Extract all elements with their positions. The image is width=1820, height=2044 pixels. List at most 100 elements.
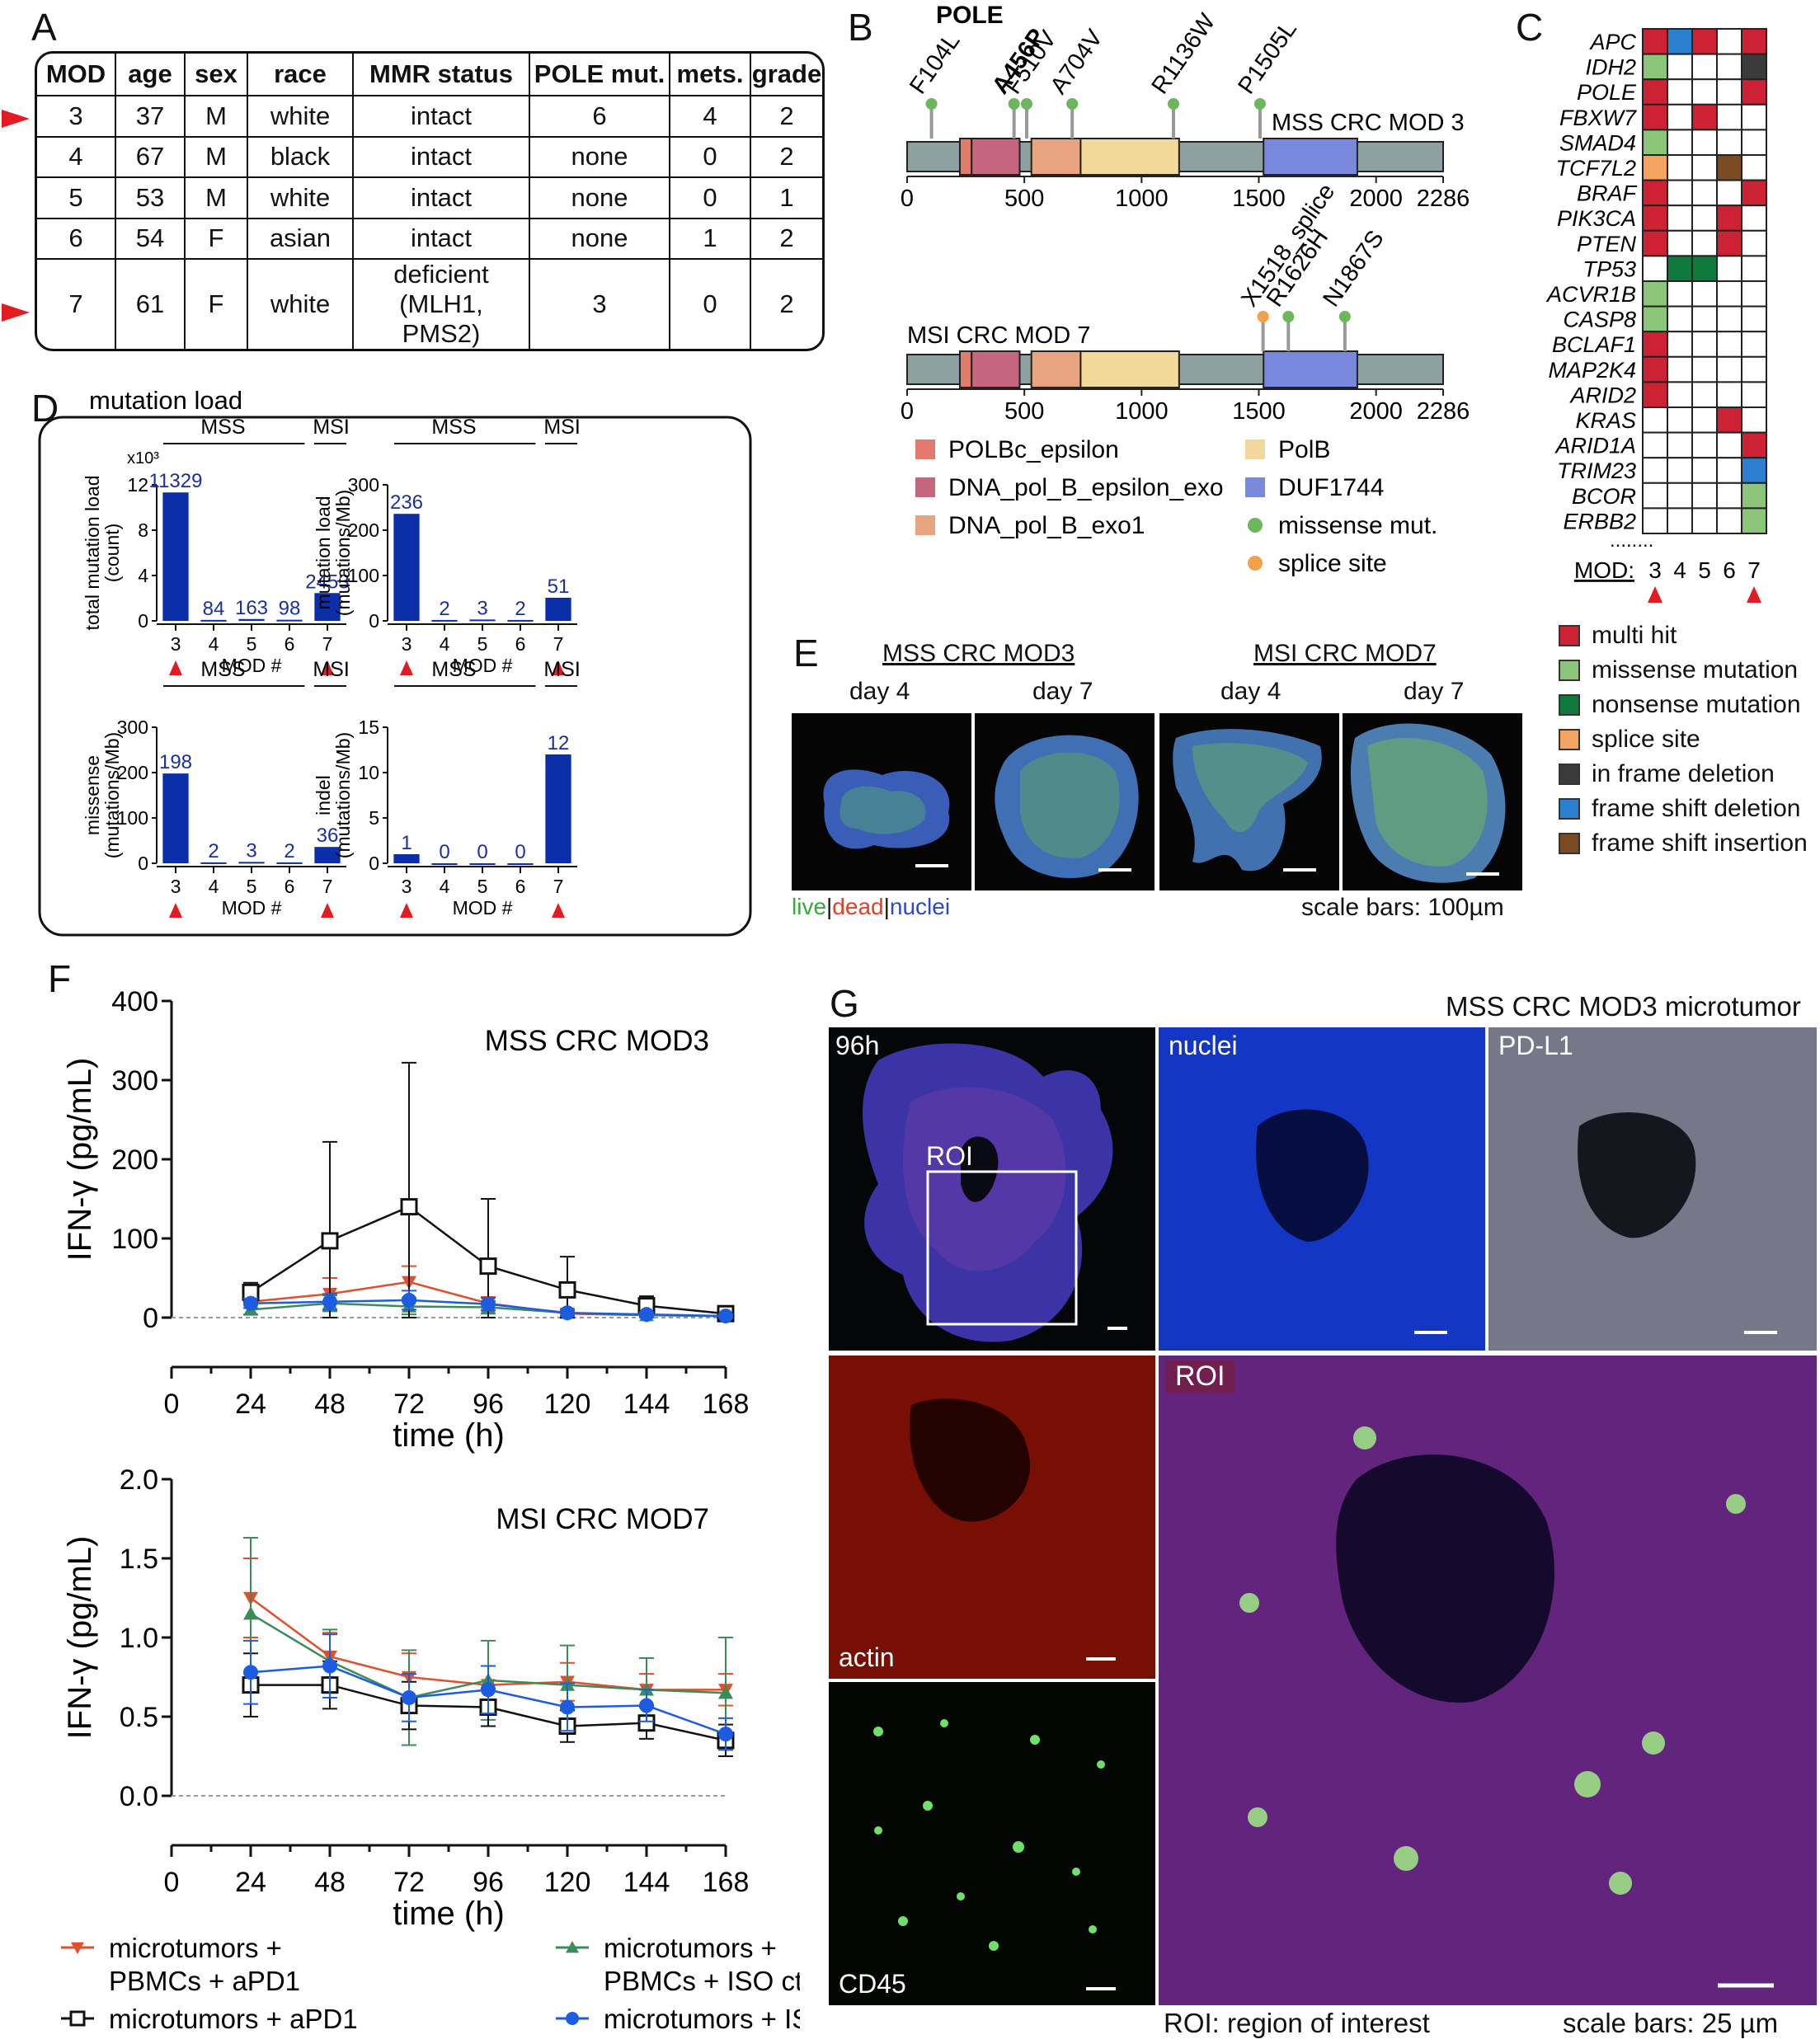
y-tick-label: 0 — [138, 853, 148, 874]
bar — [314, 847, 341, 863]
legend-label: frame shift insertion — [1592, 829, 1808, 857]
legend-label: multi hit — [1592, 622, 1677, 649]
bar-value-label: 2453 — [305, 571, 349, 593]
tile-label-96h: 96h — [835, 1031, 880, 1060]
row-highlight-arrow — [2, 303, 30, 322]
chart-title: MSI CRC MOD7 — [496, 1503, 709, 1535]
oncoprint-cell — [1741, 431, 1767, 459]
oncoprint-cell — [1716, 204, 1742, 232]
y-tick-label: 12 — [127, 474, 148, 496]
oncoprint-cell — [1741, 305, 1767, 333]
x-axis-label: time (h) — [393, 1417, 505, 1454]
data-point — [479, 1257, 497, 1276]
x-tick-label: 5 — [477, 633, 488, 655]
data-point — [243, 1295, 258, 1311]
domain-box — [1079, 350, 1180, 388]
oncoprint-cell — [1642, 78, 1668, 106]
oncoprint-cell — [1691, 406, 1718, 434]
y-tick-label: 5 — [369, 807, 379, 829]
day-label: day 7 — [1404, 678, 1465, 705]
domain-box — [1079, 138, 1180, 176]
group-label-msi: MSI CRC MOD7 — [1253, 640, 1437, 667]
gene-label: IDH2 — [1585, 55, 1636, 80]
y-tick-label: 300 — [111, 1065, 158, 1097]
domain-box — [1263, 350, 1358, 388]
data-point — [69, 2010, 86, 2027]
oncoprint-cell — [1642, 179, 1668, 207]
data-point — [639, 1307, 654, 1323]
group-label: MSS — [431, 416, 476, 439]
col-header: race — [247, 54, 354, 96]
data-point — [402, 1689, 416, 1705]
oncoprint-cell — [1642, 28, 1668, 55]
legend-item: splice site — [1559, 722, 1808, 757]
bar — [393, 514, 420, 621]
oncoprint-cell — [1667, 255, 1693, 282]
data-point — [560, 1699, 575, 1715]
x-tick-label: 4 — [209, 633, 219, 655]
oncoprint-cell — [1642, 406, 1668, 434]
table-cell: asian — [247, 217, 354, 260]
x-tick-label: 7 — [553, 633, 564, 655]
legend-item: in frame deletion — [1559, 757, 1808, 792]
bar — [162, 773, 189, 863]
legend-label: nonsense mutation — [1592, 691, 1801, 718]
oncoprint-cell — [1691, 431, 1718, 459]
oncoprint-cell — [1716, 179, 1742, 207]
oncoprint-cell — [1716, 431, 1742, 459]
x-tick-label: 120 — [544, 1867, 591, 1898]
bar-value-label: 2 — [284, 840, 294, 862]
stain-legend: live|dead|nuclei — [792, 894, 951, 919]
x-tick-label: 6 — [515, 633, 526, 655]
oncoprint-cell — [1741, 154, 1767, 181]
gene-label: PTEN — [1577, 232, 1637, 256]
gene-label: SMAD4 — [1559, 130, 1636, 155]
oncoprint-cell — [1716, 381, 1742, 408]
x-tick-label: 72 — [393, 1389, 425, 1420]
table-cell: M — [184, 176, 248, 219]
oncoprint-cell — [1741, 457, 1767, 484]
bar-value-label: 0 — [439, 841, 449, 863]
table-cell: deficient (MLH1, PMS2) — [352, 258, 530, 349]
group-label-mss: MSS CRC MOD3 — [882, 640, 1075, 667]
table-header-row: MOD age sex race MMR status POLE mut. me… — [37, 54, 822, 96]
gene-label: CASP8 — [1563, 308, 1636, 332]
x-axis-label: MOD # — [222, 655, 282, 676]
mod-label: 7 — [1747, 557, 1761, 583]
tick-label: 1500 — [1232, 398, 1286, 425]
domain-box — [958, 138, 973, 176]
highlight-arrow — [400, 660, 413, 675]
data-point — [558, 1280, 576, 1299]
legend-swatch — [915, 439, 935, 459]
row-highlight-arrow — [2, 110, 30, 128]
y-multiplier: x10³ — [127, 449, 159, 468]
group-label: MSS — [200, 658, 245, 681]
data-point — [400, 1198, 418, 1216]
oncoprint-cell — [1642, 204, 1668, 232]
y-tick-label: 0 — [369, 610, 379, 632]
oncoprint-cell — [1667, 154, 1693, 181]
y-axis-label: (mutations/Mb) — [332, 732, 354, 858]
table-cell: 0 — [669, 135, 751, 178]
bar-value-label: 12 — [548, 732, 570, 754]
tick-label: 500 — [1004, 398, 1044, 425]
col-header: mets. — [669, 54, 751, 96]
gene-label: BCLAF1 — [1552, 332, 1636, 357]
gene-label: BRAF — [1577, 181, 1638, 206]
x-tick-label: 120 — [544, 1389, 591, 1420]
data-point — [322, 1294, 337, 1309]
microtumor-image-msi-day7 — [1343, 713, 1522, 890]
oncoprint-cell — [1691, 204, 1718, 232]
group-label: MSS — [431, 658, 476, 681]
data-point — [71, 1942, 84, 1954]
mod-axis-label: MOD: — [1574, 557, 1634, 583]
legend-label: PBMCs + aPD1 — [109, 1966, 300, 1996]
data-point — [402, 1292, 416, 1308]
mutation-dot — [1338, 311, 1351, 322]
table-cell: 0 — [669, 258, 751, 349]
table-cell: 3 — [529, 258, 670, 349]
legend-swatch — [1559, 625, 1580, 646]
table-cell: 7 — [37, 258, 116, 349]
panel-label-c: C — [1516, 6, 1544, 49]
